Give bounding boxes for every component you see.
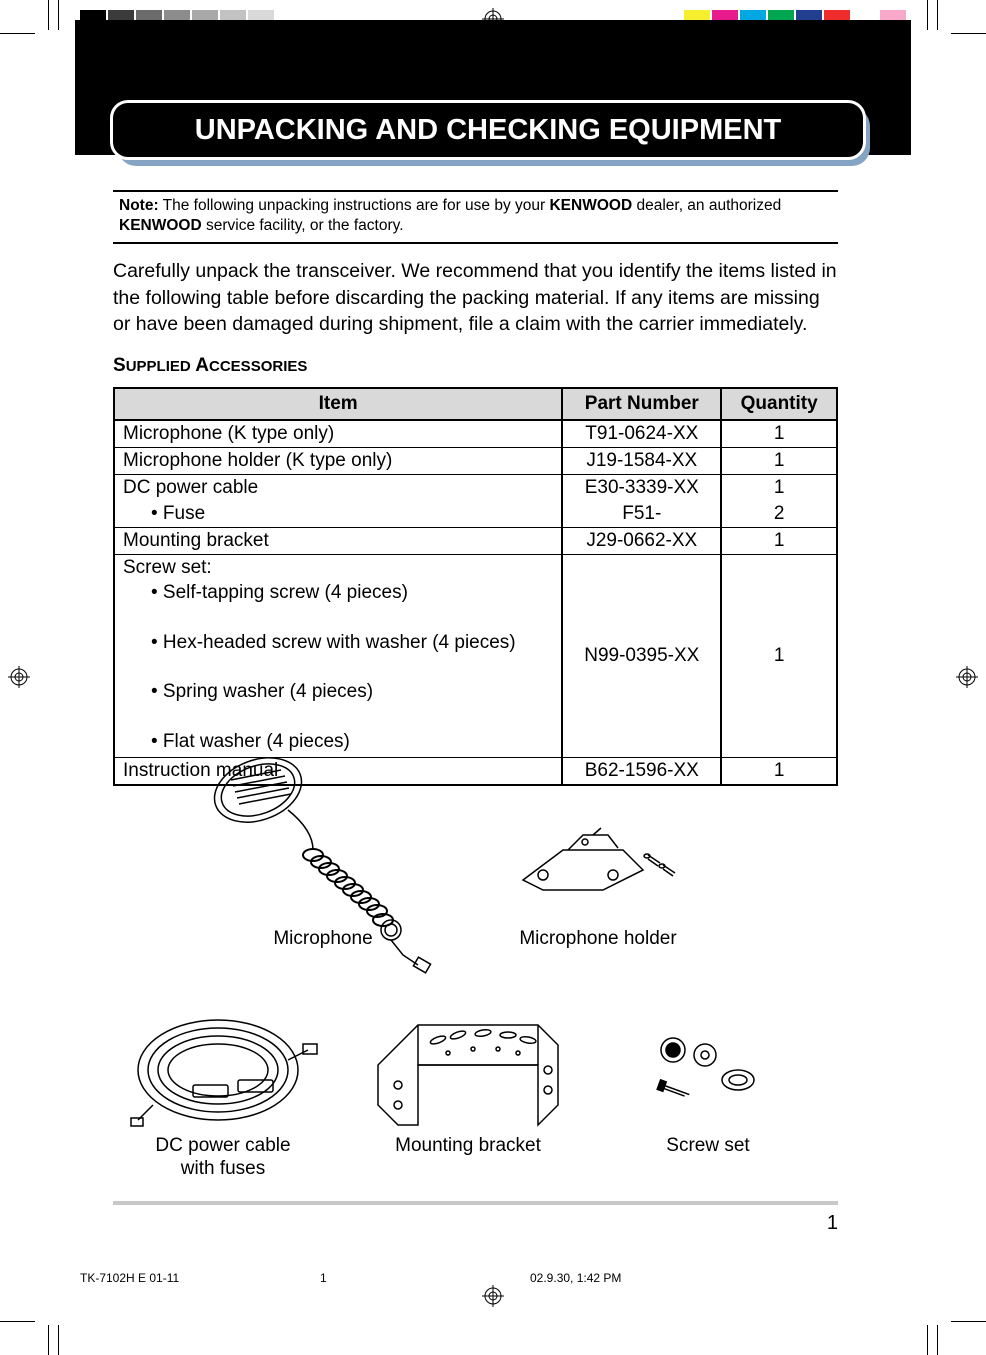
crop-mark — [927, 0, 928, 30]
cell-item: Microphone holder (K type only) — [114, 448, 562, 475]
table-row: DC power cableE30-3339-XX1 — [114, 475, 837, 502]
col-quantity: Quantity — [721, 388, 837, 420]
page-root: UNPACKING AND CHECKING EQUIPMENT Note: T… — [0, 0, 986, 1355]
cell-quantity: 2 — [721, 501, 837, 528]
table-row: Microphone holder (K type only)J19-1584-… — [114, 448, 837, 475]
figures-area: Microphone Microphone holder — [113, 750, 838, 1190]
crop-mark — [0, 33, 35, 34]
crop-mark — [951, 1321, 986, 1322]
cell-part-number: E30-3339-XX — [562, 475, 721, 502]
crop-mark — [58, 1325, 59, 1355]
screw-set-figure — [643, 1030, 773, 1110]
cell-part-number: J19-1584-XX — [562, 448, 721, 475]
cell-quantity: 1 — [721, 555, 837, 758]
cell-item: DC power cable — [114, 475, 562, 502]
crop-mark — [0, 1321, 35, 1322]
cell-item: Screw set:• Self-tapping screw (4 pieces… — [114, 555, 562, 758]
note-box: Note: The following unpacking instructio… — [113, 190, 838, 244]
crop-mark — [48, 0, 49, 30]
footer-doc-id: TK-7102H E 01-11 — [80, 1271, 320, 1285]
cell-item: Microphone (K type only) — [114, 420, 562, 448]
crop-mark — [927, 1325, 928, 1355]
col-item: Item — [114, 388, 562, 420]
cell-part-number: J29-0662-XX — [562, 528, 721, 555]
note-text: dealer, an authorized — [632, 197, 781, 214]
col-part-number: Part Number — [562, 388, 721, 420]
print-footer: TK-7102H E 01-11 1 02.9.30, 1:42 PM — [80, 1271, 906, 1285]
cell-item: Mounting bracket — [114, 528, 562, 555]
footer-timestamp: 02.9.30, 1:42 PM — [530, 1271, 906, 1285]
mic-holder-label: Microphone holder — [508, 928, 688, 950]
bracket-figure — [358, 985, 578, 1135]
brand-name: KENWOOD — [119, 217, 202, 234]
table-row: Mounting bracketJ29-0662-XX1 — [114, 528, 837, 555]
register-mark-icon — [956, 666, 978, 688]
brand-name: KENWOOD — [549, 197, 632, 214]
intro-paragraph: Carefully unpack the transceiver. We rec… — [113, 258, 838, 337]
note-text: The following unpacking instructions are… — [163, 197, 550, 214]
heading-char: S — [113, 355, 126, 376]
dc-cable-label-2: with fuses — [133, 1158, 313, 1180]
section-heading: UNPACKING AND CHECKING EQUIPMENT — [110, 100, 866, 160]
cell-quantity: 1 — [721, 475, 837, 502]
bracket-label: Mounting bracket — [368, 1135, 568, 1157]
crop-mark — [48, 1325, 49, 1355]
screw-set-label: Screw set — [633, 1135, 783, 1157]
heading-char: A — [195, 355, 209, 376]
table-row: Screw set:• Self-tapping screw (4 pieces… — [114, 555, 837, 758]
register-mark-icon — [8, 666, 30, 688]
accessories-table: Item Part Number Quantity Microphone (K … — [113, 387, 838, 786]
footer-page: 1 — [320, 1271, 530, 1285]
cell-item: • Fuse — [114, 501, 562, 528]
crop-mark — [937, 1325, 938, 1355]
cell-quantity: 1 — [721, 448, 837, 475]
cell-part-number: F51- — [562, 501, 721, 528]
content-column: Note: The following unpacking instructio… — [113, 190, 838, 786]
mic-holder-figure — [513, 820, 693, 910]
heading-chars: CCESSORIES — [209, 358, 307, 375]
note-label: Note: — [119, 197, 159, 214]
dc-cable-figure — [123, 990, 323, 1140]
crop-mark — [951, 33, 986, 34]
bottom-rule — [113, 1201, 838, 1205]
microphone-label: Microphone — [263, 928, 383, 950]
register-mark-icon — [482, 1285, 504, 1307]
table-row: • FuseF51-2 — [114, 501, 837, 528]
cell-quantity: 1 — [721, 420, 837, 448]
note-text: service facility, or the factory. — [202, 217, 404, 234]
dc-cable-label-1: DC power cable — [133, 1135, 313, 1157]
heading-text: UNPACKING AND CHECKING EQUIPMENT — [110, 100, 866, 160]
cell-part-number: N99-0395-XX — [562, 555, 721, 758]
cell-part-number: T91-0624-XX — [562, 420, 721, 448]
crop-mark — [58, 0, 59, 30]
heading-chars: UPPLIED — [126, 358, 191, 375]
table-row: Microphone (K type only)T91-0624-XX1 — [114, 420, 837, 448]
supplied-accessories-heading: SUPPLIED ACCESSORIES — [113, 355, 838, 377]
page-number: 1 — [827, 1212, 838, 1235]
cell-quantity: 1 — [721, 528, 837, 555]
crop-mark — [937, 0, 938, 30]
